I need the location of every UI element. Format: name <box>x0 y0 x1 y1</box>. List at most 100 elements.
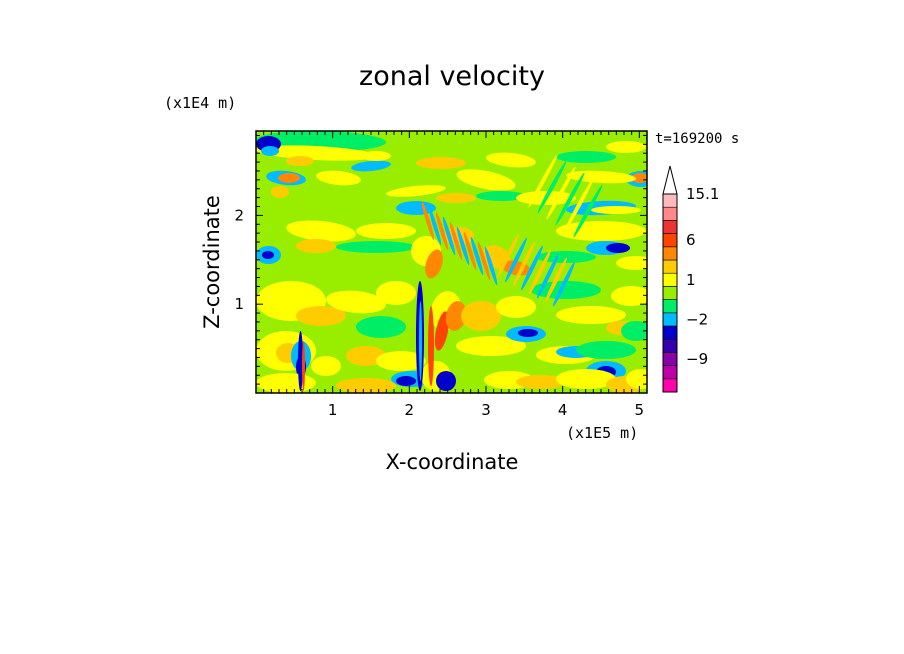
field-wave <box>536 253 560 299</box>
field-contour <box>416 157 466 169</box>
colorbar-segment <box>662 338 678 353</box>
field-jet <box>302 341 305 391</box>
x-axis-label: X-coordinate <box>386 450 519 474</box>
colorbar-label: 15.1 <box>686 185 719 203</box>
y-scale-label: (x1E4 m) <box>164 94 236 112</box>
field-contour <box>606 243 630 253</box>
field-contour <box>262 251 274 259</box>
time-label: t=169200 s <box>655 131 739 147</box>
field-jet <box>298 331 303 391</box>
field-wave <box>528 249 552 295</box>
field-contour <box>556 151 616 163</box>
field-wave <box>573 184 603 238</box>
field-contour <box>261 146 279 156</box>
x-axis: 1 2 3 4 5 <box>263 131 648 419</box>
field-wave <box>456 226 470 266</box>
colorbar-label: 6 <box>686 231 696 249</box>
field-contour <box>496 296 536 318</box>
field-wave <box>512 241 536 287</box>
field-contour <box>516 375 566 389</box>
colorbar-segment <box>662 352 678 366</box>
field-wave <box>484 246 498 286</box>
field-contour <box>461 301 501 331</box>
y-tick-label: 2 <box>234 206 244 224</box>
field-wave <box>477 241 491 281</box>
colorbar: 15.1 6 1 −2 −9 <box>662 165 719 393</box>
field-contour <box>256 145 376 161</box>
colorbar-segment <box>662 220 678 234</box>
field-contour <box>591 206 641 214</box>
field-contour <box>425 249 443 279</box>
velocity-field <box>256 131 647 393</box>
field-contour <box>621 321 647 341</box>
field-contour <box>396 376 416 386</box>
field-wave <box>555 172 585 226</box>
field-contour <box>536 251 596 263</box>
x-scale-label: (x1E5 m) <box>566 424 638 442</box>
field-contour <box>606 141 646 153</box>
field-contour <box>278 173 300 183</box>
field-contour <box>256 373 316 393</box>
colorbar-segment <box>662 272 678 287</box>
colorbar-label: −2 <box>686 310 708 328</box>
field-contour <box>556 369 616 389</box>
field-wave <box>421 201 435 241</box>
x-tick-label: 2 <box>405 401 415 419</box>
field-wave <box>449 221 463 261</box>
field-contour <box>326 290 386 314</box>
field-contour <box>456 336 526 356</box>
colorbar-label: 1 <box>686 271 696 289</box>
field-wave <box>496 233 520 279</box>
field-contour <box>271 186 289 198</box>
colorbar-segment <box>662 286 678 300</box>
field-contour <box>436 371 456 391</box>
field-wave <box>428 206 442 246</box>
field-contour <box>518 329 538 337</box>
colorbar-label: −9 <box>686 350 708 368</box>
chart-title: zonal velocity <box>359 61 545 92</box>
field-wave <box>463 231 477 271</box>
field-contour <box>486 152 536 168</box>
plot-area <box>256 131 647 393</box>
field-contour <box>296 306 346 326</box>
field-contour <box>286 220 356 242</box>
field-contour <box>436 193 476 203</box>
y-tick-label: 1 <box>234 295 244 313</box>
field-jet <box>428 306 434 386</box>
colorbar-segment <box>662 259 678 274</box>
field-contour <box>376 351 426 371</box>
colorbar-segment <box>662 365 678 380</box>
field-contour <box>476 191 526 201</box>
plot-frame <box>255 130 648 394</box>
field-contour <box>556 306 626 324</box>
field-contour <box>296 239 336 253</box>
field-wave <box>544 257 568 303</box>
field-contour <box>386 185 446 197</box>
colorbar-segment <box>662 206 678 221</box>
x-tick-label: 1 <box>328 401 338 419</box>
field-contour <box>576 341 636 359</box>
colorbar-segment <box>662 312 678 327</box>
field-contour <box>616 256 647 270</box>
field-wave <box>504 237 528 283</box>
y-axis-label: Z-coordinate <box>200 195 224 329</box>
field-contour <box>336 378 396 393</box>
colorbar-segment <box>662 193 678 208</box>
field-contour <box>445 301 467 331</box>
field-contour <box>631 173 647 183</box>
colorbar-segment <box>662 233 678 248</box>
field-wave <box>435 211 449 251</box>
field-wave <box>470 236 484 276</box>
colorbar-frame <box>662 193 678 393</box>
x-tick-label: 4 <box>558 401 568 419</box>
colorbar-segment <box>662 378 678 393</box>
field-wave <box>537 160 567 214</box>
field-contour <box>356 316 406 338</box>
field-wave <box>552 261 576 307</box>
x-tick-label: 3 <box>481 401 491 419</box>
x-tick-label: 5 <box>635 401 645 419</box>
field-contour <box>361 151 391 161</box>
field-wave <box>564 178 594 232</box>
field-contour <box>456 169 516 191</box>
